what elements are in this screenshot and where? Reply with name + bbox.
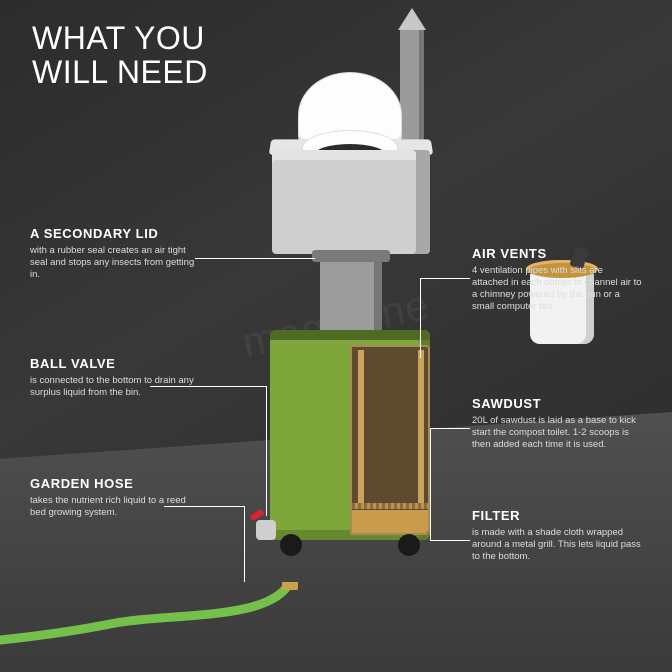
bin-top-edge [270,330,430,340]
label-filter: FILTER is made with a shade cloth wrappe… [472,508,642,563]
label-body: is made with a shade cloth wrapped aroun… [472,527,642,563]
toilet-housing [272,150,430,254]
label-air-vents: AIR VENTS 4 ventilation pipes with slits… [472,246,642,313]
label-body: takes the nutrient rich liquid to a reed… [30,495,200,519]
leader-line [266,386,267,516]
label-garden-hose: GARDEN HOSE takes the nutrient rich liqu… [30,476,200,519]
vent-pipe [418,350,424,505]
leader-line [195,258,315,259]
label-body: 4 ventilation pipes with slits are attac… [472,265,642,313]
exhaust-pipe [400,28,424,154]
chute-pipe [320,258,382,336]
illustration [0,0,672,672]
leader-line [430,428,470,429]
arrow-up-icon [398,8,426,30]
garden-hose [0,582,330,652]
label-heading: AIR VENTS [472,246,642,261]
label-body: 20L of sawdust is laid as a base to kick… [472,415,642,451]
vent-pipe [358,350,364,505]
label-heading: A SECONDARY LID [30,226,200,241]
leader-line [420,278,470,279]
secondary-lid [312,250,390,262]
leader-line [430,506,431,540]
wheel-icon [398,534,420,556]
label-heading: GARDEN HOSE [30,476,200,491]
filter-grill [352,503,428,509]
label-heading: FILTER [472,508,642,523]
leader-line [430,428,431,516]
label-ball-valve: BALL VALVE is connected to the bottom to… [30,356,200,399]
label-heading: SAWDUST [472,396,642,411]
label-body: is connected to the bottom to drain any … [30,375,200,399]
ball-valve [256,520,276,540]
label-heading: BALL VALVE [30,356,200,371]
label-body: with a rubber seal creates an air tight … [30,245,200,281]
infographic-stage: magazine WHAT YOU WILL NEED [0,0,672,672]
wheel-icon [280,534,302,556]
leader-line [430,540,470,541]
label-sawdust: SAWDUST 20L of sawdust is laid as a base… [472,396,642,451]
leader-line [244,506,245,582]
label-secondary-lid: A SECONDARY LID with a rubber seal creat… [30,226,200,281]
sawdust-layer [352,510,428,533]
leader-line [420,278,421,358]
